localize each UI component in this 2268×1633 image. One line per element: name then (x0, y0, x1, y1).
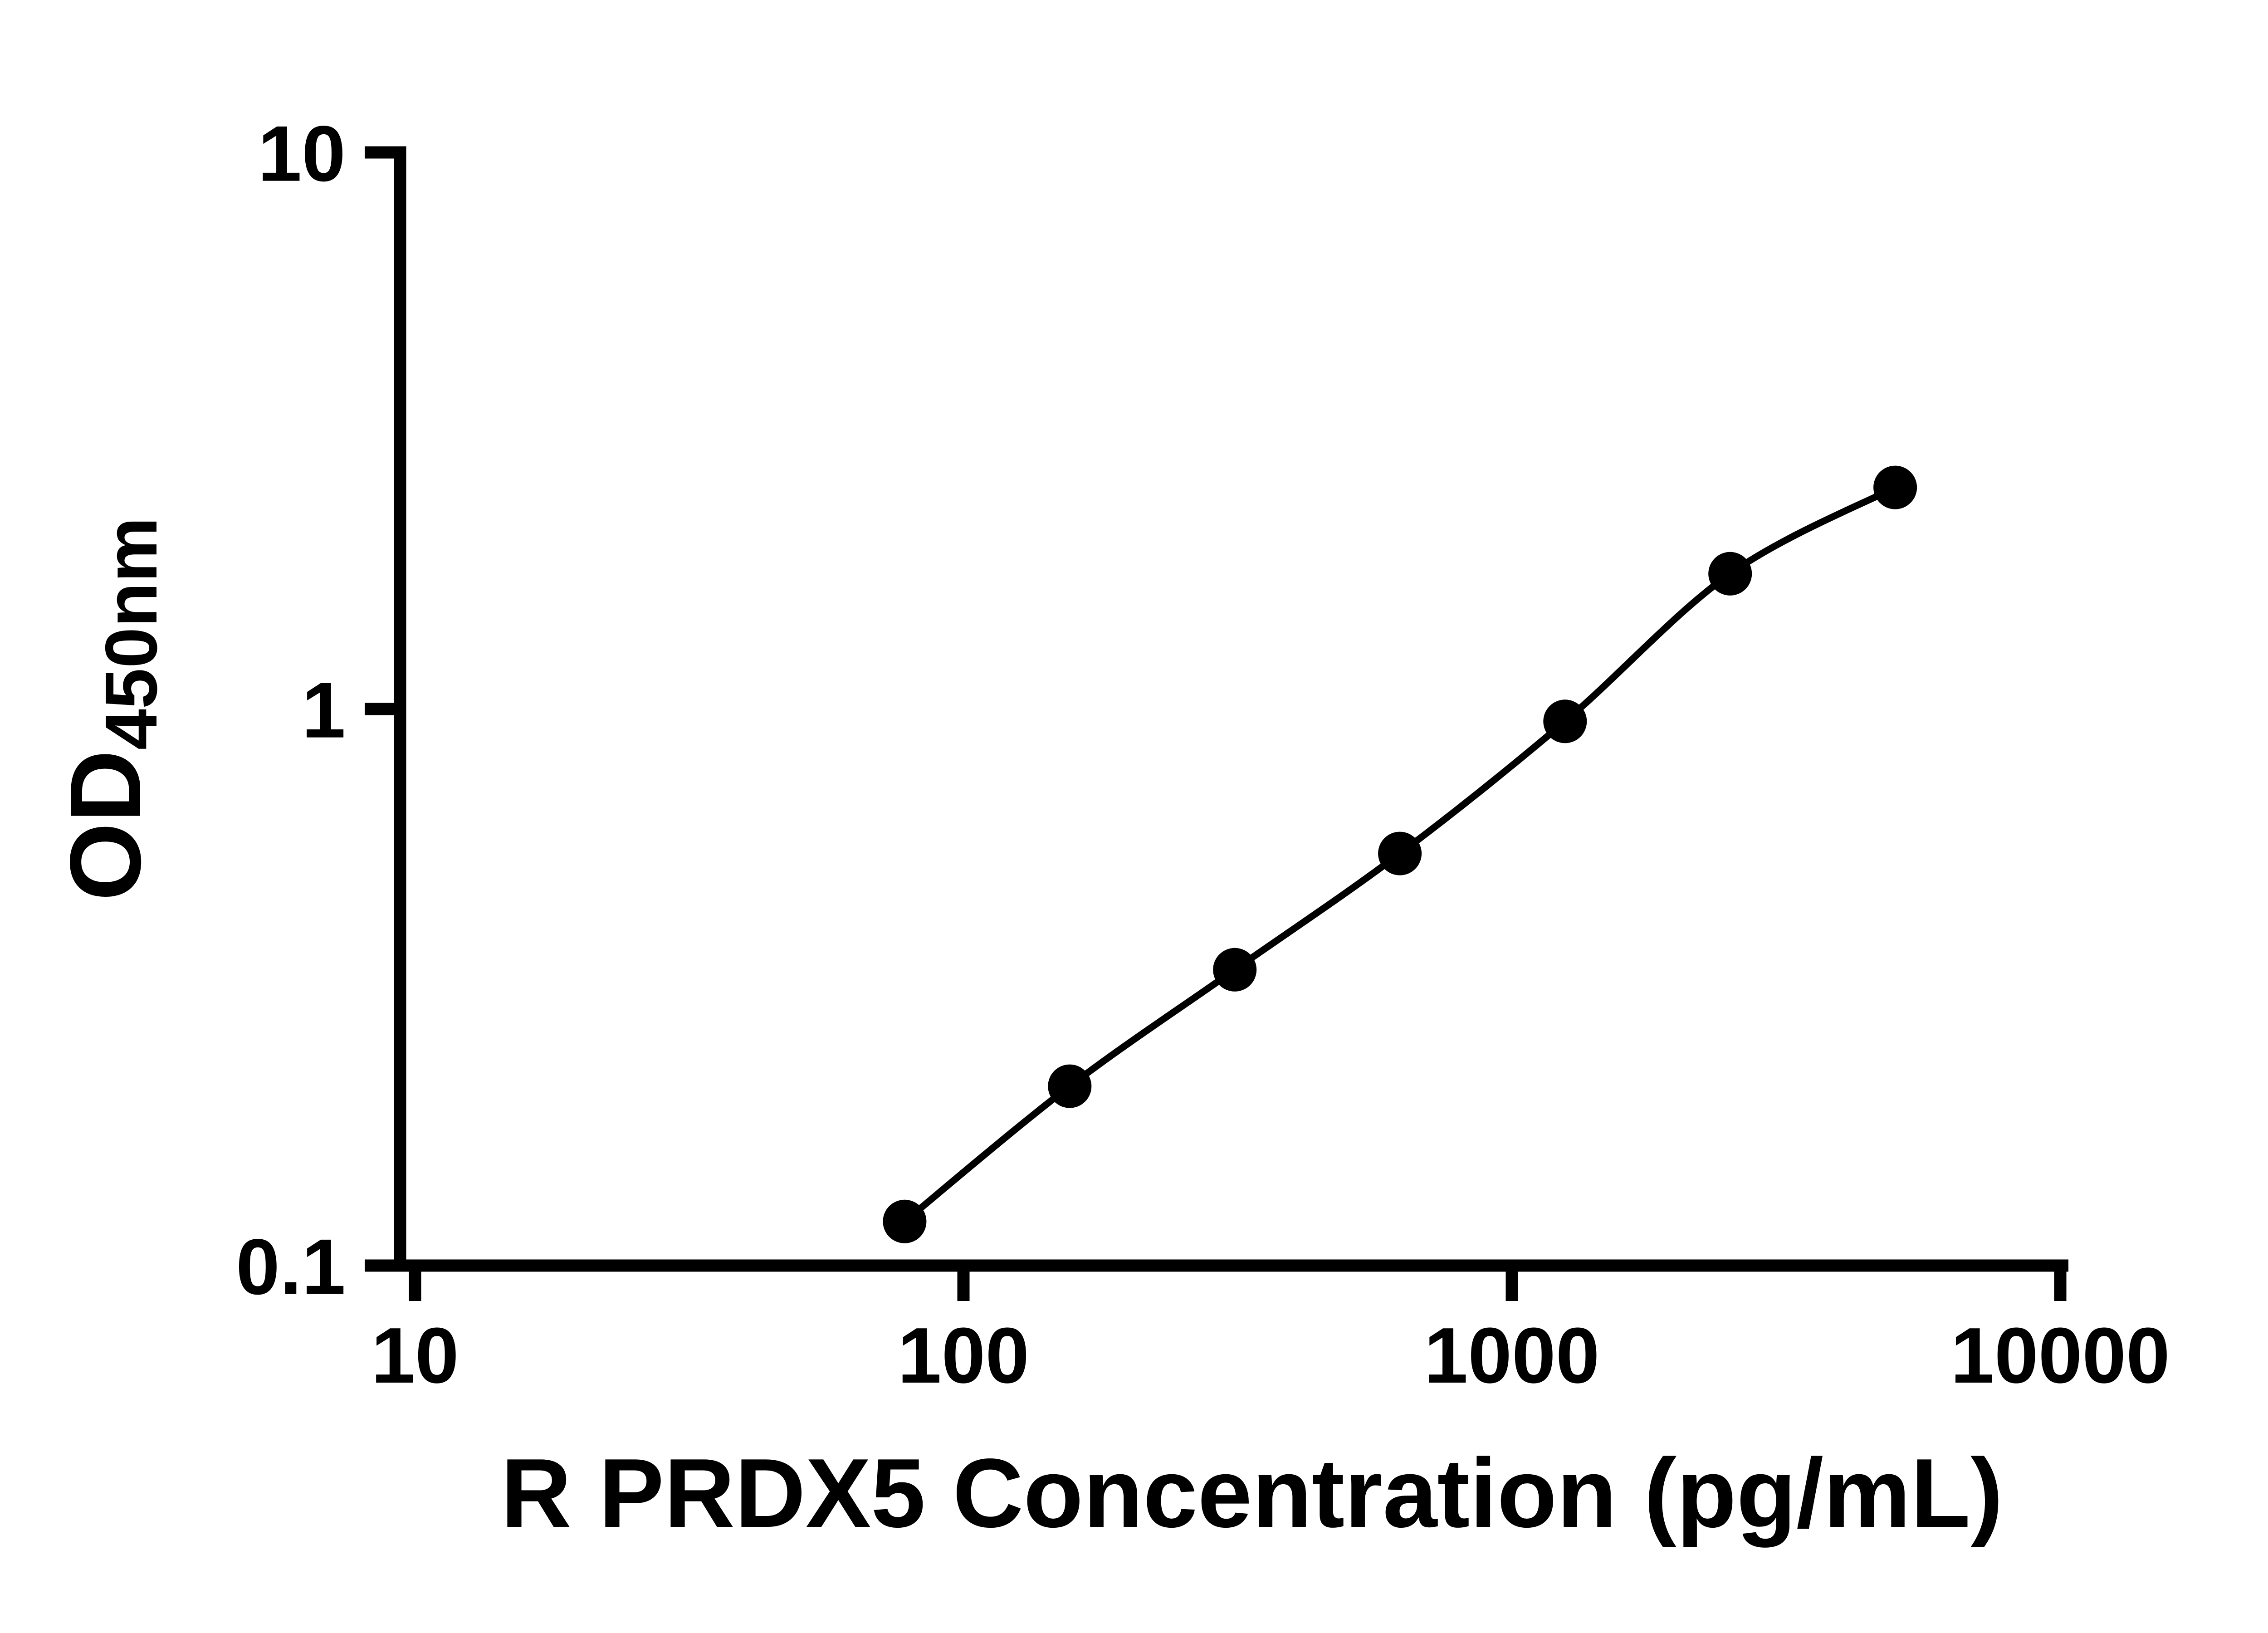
tick-labels: 10 100 1000 10000 0.1 1 10 (236, 109, 2170, 1399)
data-point-marker (1708, 552, 1752, 596)
data-point-marker (1378, 831, 1422, 875)
y-axis-title: OD450nm (49, 517, 172, 901)
data-point-marker (1543, 699, 1587, 743)
data-point-marker (1213, 948, 1257, 992)
data-point-marker (1873, 465, 1917, 509)
x-tick-label: 1000 (1424, 1311, 1599, 1399)
x-tick-label: 100 (898, 1311, 1029, 1399)
x-axis-title: R PRDX5 Concentration (pg/mL) (501, 1438, 2003, 1548)
data-point-marker (1048, 1064, 1092, 1108)
y-tick-label: 0.1 (236, 1222, 346, 1311)
x-tick-label: 10 (371, 1311, 459, 1399)
axis-ticks (365, 146, 2067, 1301)
data-point-marker (883, 1199, 927, 1243)
y-tick-label: 10 (258, 109, 346, 198)
x-tick-label: 10000 (1950, 1311, 2170, 1399)
y-axis-title-subscript: 450nm (90, 517, 172, 750)
axes (394, 146, 2068, 1272)
y-tick-label: 1 (302, 666, 346, 754)
data-points (883, 465, 1917, 1243)
y-axis-title-main: OD (49, 750, 162, 901)
